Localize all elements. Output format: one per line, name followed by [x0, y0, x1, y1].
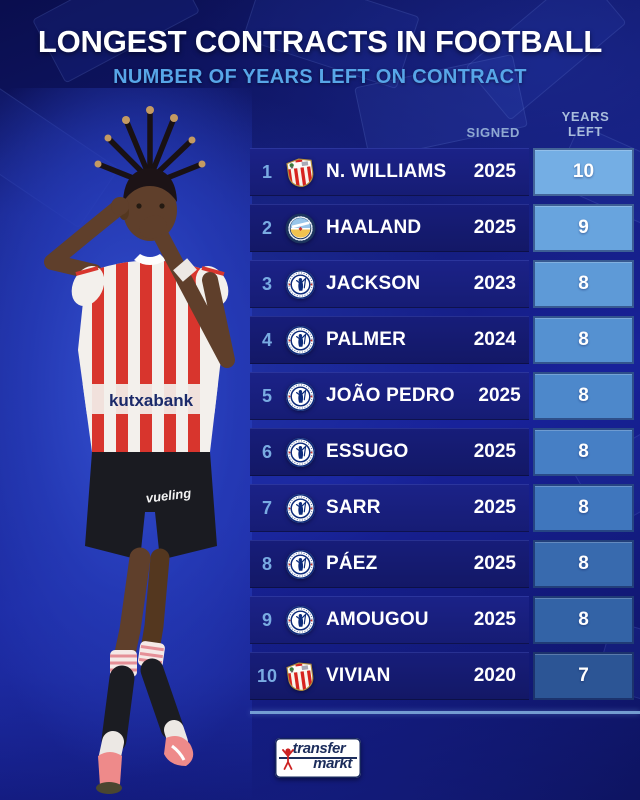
goalkeeper-figure-icon — [282, 748, 294, 770]
athletic-club-badge-icon — [285, 157, 316, 188]
years-left-cell: 9 — [533, 204, 634, 252]
transfermarkt-logo: transfer markt — [275, 738, 361, 778]
player-name: N. WILLIAMS — [326, 161, 447, 182]
table-row: 2 HAALAND 2025 9 — [250, 204, 640, 252]
table-row: 3 JACKSON 2023 8 — [250, 260, 640, 308]
logo-text-transfer: transfer — [292, 740, 346, 757]
player-name: VIVIAN — [326, 665, 391, 686]
years-left-cell: 8 — [533, 428, 634, 476]
years-left-cell: 8 — [533, 484, 634, 532]
signed-year: 2025 — [473, 441, 516, 462]
years-left-cell: 8 — [533, 260, 634, 308]
chelsea-badge-icon — [285, 381, 316, 412]
player-name: JACKSON — [326, 273, 421, 294]
player-photo: kutxabank vueling — [44, 106, 235, 794]
rank-label: 9 — [261, 609, 272, 630]
table-row: 9 AMOUGOU 2025 8 — [250, 596, 640, 644]
years-left-cell: 7 — [533, 652, 634, 700]
signed-year: 2025 — [478, 385, 521, 406]
title-block: LONGEST CONTRACTS IN FOOTBALL NUMBER OF … — [0, 24, 640, 89]
years-left-cell: 10 — [533, 148, 634, 196]
chelsea-badge-icon — [285, 325, 316, 356]
table-row: 10 VIVIAN 2020 7 — [250, 652, 640, 700]
player-name: SARR — [326, 497, 381, 518]
chelsea-badge-icon — [285, 493, 316, 524]
chelsea-badge-icon — [285, 437, 316, 468]
table-row: 8 PÁEZ 2025 8 — [250, 540, 640, 588]
table-row: 4 PALMER 2024 8 — [250, 316, 640, 364]
rank-label: 6 — [261, 441, 272, 462]
table-row: 7 SARR 2025 8 — [250, 484, 640, 532]
signed-year: 2025 — [473, 553, 516, 574]
shorts-sponsor-text: vueling — [145, 485, 192, 505]
player-name: PÁEZ — [326, 553, 378, 574]
signed-year: 2020 — [473, 665, 516, 686]
signed-year: 2023 — [473, 273, 516, 294]
years-left-cell: 8 — [533, 372, 634, 420]
rank-label: 5 — [261, 385, 272, 406]
table-underline — [250, 711, 640, 714]
page-title: LONGEST CONTRACTS IN FOOTBALL — [37, 24, 603, 59]
column-header-years-left: YEARS LEFT — [561, 109, 610, 139]
manchester-city-badge-icon — [285, 213, 316, 244]
table-row: 5 JOÃO PEDRO 2025 8 — [250, 372, 640, 420]
player-name: HAALAND — [326, 217, 422, 238]
rank-label: 2 — [261, 217, 272, 238]
logo-text-markt: markt — [313, 755, 352, 772]
signed-year: 2025 — [473, 217, 516, 238]
player-name: ESSUGO — [326, 441, 409, 462]
signed-year: 2024 — [473, 329, 516, 350]
table-row: 1 N. WILLIAMS 2025 10 — [250, 148, 640, 196]
chelsea-badge-icon — [285, 549, 316, 580]
rank-label: 7 — [261, 497, 272, 518]
logo-divider — [279, 757, 357, 759]
years-left-cell: 8 — [533, 596, 634, 644]
column-header-signed: SIGNED — [466, 125, 520, 140]
player-name: JOÃO PEDRO — [326, 385, 455, 406]
rank-label: 4 — [261, 329, 272, 350]
years-left-cell: 8 — [533, 540, 634, 588]
signed-year: 2025 — [473, 497, 516, 518]
rank-label: 10 — [256, 665, 278, 686]
athletic-club-badge-icon — [285, 661, 316, 692]
years-left-cell: 8 — [533, 316, 634, 364]
contracts-table: 1 N. WILLIAMS 2025 10 2 HAALAND 2025 9 3… — [250, 148, 640, 708]
chelsea-badge-icon — [285, 605, 316, 636]
rank-label: 3 — [261, 273, 272, 294]
rank-label: 1 — [261, 161, 272, 182]
rank-label: 8 — [261, 553, 272, 574]
signed-year: 2025 — [473, 609, 516, 630]
table-row: 6 ESSUGO 2025 8 — [250, 428, 640, 476]
player-name: AMOUGOU — [326, 609, 429, 630]
page-subtitle: NUMBER OF YEARS LEFT ON CONTRACT — [113, 66, 527, 88]
player-name: PALMER — [326, 329, 407, 350]
chelsea-badge-icon — [285, 269, 316, 300]
shirt-sponsor-text: kutxabank — [109, 391, 194, 410]
signed-year: 2025 — [473, 161, 516, 182]
